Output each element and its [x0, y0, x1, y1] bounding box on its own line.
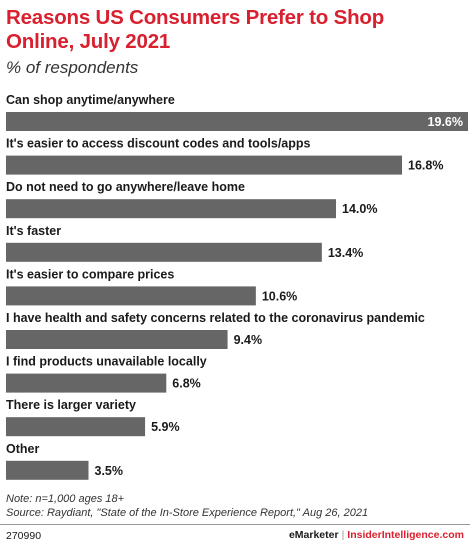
bar-chart: Can shop anytime/anywhere 19.6% It's easie… [6, 93, 468, 480]
source-text: Source: Raydiant, "State of the In-Store… [6, 506, 369, 519]
value-label: 9.4% [234, 333, 262, 347]
chart-notes: Note: n=1,000 ages 18+ Source: Raydiant,… [6, 493, 466, 520]
chart-id: 270990 [6, 530, 42, 542]
footer-divider [0, 524, 470, 525]
value-label: 6.8% [172, 377, 201, 391]
bar [6, 417, 146, 437]
value-label: 13.4% [328, 246, 363, 260]
bar [6, 242, 322, 262]
bar [6, 112, 468, 131]
chart-title: Reasons US Consumers Prefer to Shop Onli… [6, 6, 385, 53]
value-label: 19.6% [428, 115, 463, 129]
bar [6, 373, 167, 393]
category-label: Do not need to go anywhere/leave home [6, 180, 245, 194]
chart-subtitle: % of respondents [6, 58, 139, 77]
brand-insider-intelligence: InsiderIntelligence.com [347, 529, 464, 541]
category-label: There is larger variety [6, 398, 136, 412]
bar [6, 199, 336, 219]
category-label: It's easier to compare prices [6, 267, 174, 281]
brand-emarketer: eMarketer [288, 529, 339, 541]
bar [6, 155, 402, 175]
value-label: 5.9% [151, 420, 180, 434]
category-label: It's faster [6, 224, 61, 238]
category-label: I find products unavailable locally [6, 355, 207, 369]
footer-brand: eMarketer | InsiderIntelligence.com [289, 529, 464, 541]
value-label: 10.6% [262, 289, 297, 303]
value-label: 14.0% [342, 202, 377, 216]
category-label: Other [6, 442, 39, 456]
brand-separator: | [341, 529, 345, 541]
value-label: 3.5% [95, 464, 124, 478]
bar [6, 460, 89, 480]
category-label: Can shop anytime/anywhere [6, 93, 175, 107]
category-label: I have health and safety concerns relate… [6, 311, 425, 325]
value-label: 16.8% [408, 159, 443, 173]
bar [6, 330, 228, 349]
bar [6, 286, 256, 306]
note-text: Note: n=1,000 ages 18+ [6, 493, 125, 505]
category-label: It's easier to access discount codes and… [6, 137, 311, 151]
